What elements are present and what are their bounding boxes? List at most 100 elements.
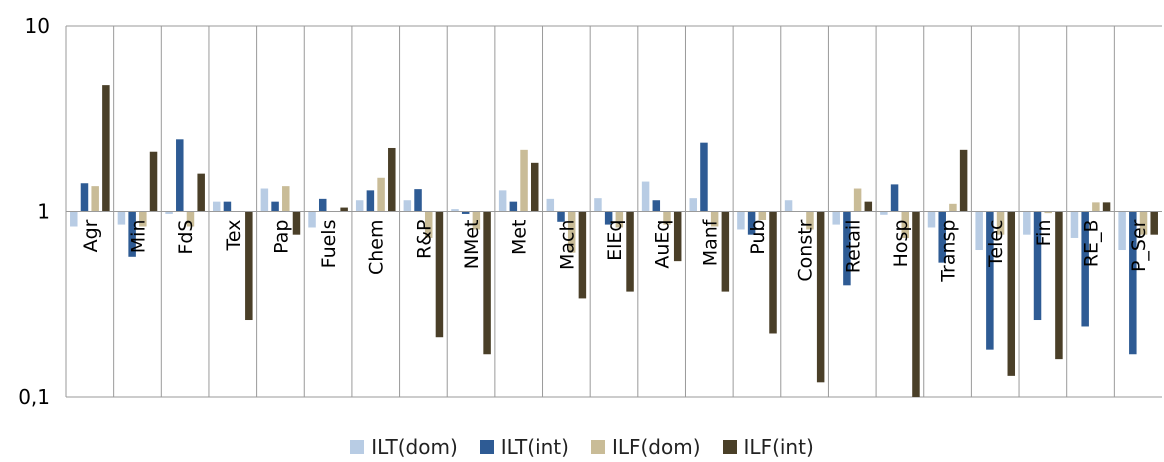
category-label: Fin [1033,220,1055,247]
bar-iltdom-pap [260,188,269,212]
bar-ilfint-eleq [626,211,634,292]
bar-iltint-telec [986,211,994,350]
bar-ilfint-fin [1055,211,1063,360]
legend-swatch [722,440,737,454]
bar-iltdom-hosp [880,211,888,215]
bar-iltint-pap [271,201,279,212]
bar-iltint-met [509,201,518,212]
bar-ilfdom-rp [424,211,433,238]
bar-iltint-pser [1129,211,1137,355]
bar-iltint-hosp [890,184,899,212]
bar-ilfint-hosp [912,211,920,397]
bar-ilfint-met [531,162,539,212]
bar-iltdom-retail [832,211,840,225]
legend-swatch [479,440,494,454]
bar-iltint-eleq [604,211,613,225]
bar-iltdom-mach [546,198,555,212]
legend-swatch [350,440,365,454]
bar-iltdom-aueq [641,181,650,212]
bar-iltdom-fin [1023,211,1031,235]
bar-ilfdom-hosp [901,211,910,238]
bar-iltint-chem [366,190,375,212]
category-label: Pap [270,220,292,254]
bar-iltint-fds [176,139,184,212]
bar-iltint-mach [557,211,565,222]
bar-iltint-fin [1033,211,1042,321]
bar-ilfdom-nmet [472,211,481,230]
legend-item: ILF(dom) [590,435,701,459]
bar-ilfdom-min [139,211,147,227]
bar-ilfdom-reb [1092,202,1100,212]
legend-label: ILF(dom) [611,435,701,459]
bar-iltdom-agr [70,211,78,227]
bar-ilfint-pser [1150,211,1158,235]
bar-ilfint-telec [1007,211,1016,376]
bar-ilfdom-fin [1044,211,1052,214]
bar-ilfdom-retail [853,188,862,212]
category-label: RE_B [1081,220,1103,268]
bar-iltint-agr [80,183,89,212]
category-label: Hosp [890,220,912,268]
bar-ilfint-nmet [483,211,491,355]
legend-swatch [590,440,605,454]
bar-iltint-rp [414,189,422,212]
x-axis-categories: Agr Min FdS Tex Pap Fuels Chem R&P NMet Met Mach El… [80,218,1150,283]
category-label: Chem [366,220,388,276]
bar-iltdom-pser [1118,211,1126,251]
bar-iltint-fuels [318,198,327,212]
bar-iltdom-constr [784,200,793,212]
bar-iltdom-min [117,211,126,225]
bar-ilfint-chem [388,147,396,212]
legend-item: ILT(dom) [350,435,458,459]
bar-ilfint-pub [769,211,777,334]
bar-iltdom-fuels [308,211,316,228]
bar-iltdom-telec [975,211,983,251]
legend-label: ILT(dom) [371,435,458,459]
bar-ilfdom-constr [806,211,814,230]
legend-item: ILF(int) [722,435,814,459]
bar-iltint-manf [700,142,708,212]
y-axis-ticks: 10 1 0,1 [18,14,50,409]
legend-label: ILF(int) [743,435,814,459]
bar-iltdom-tex [212,201,221,212]
bar-iltdom-chem [355,200,364,212]
category-label: Constr [795,219,817,281]
category-label: Fuels [318,220,340,269]
bar-ilfdom-mach [567,211,576,253]
legend-label: ILT(int) [500,435,569,459]
bar-ilfdom-telec [996,211,1005,235]
bar-ilfint-pap [292,211,301,235]
bar-chart: 10 1 0,1 Agr Min FdS Tex Pap Fuels Chem R&P NMet Me… [18,14,1162,409]
bar-iltint-tex [223,201,232,212]
bar-iltint-transp [938,211,946,263]
bar-iltdom-pub [737,211,745,230]
bar-iltint-min [128,211,136,257]
category-label: ElEq [604,220,626,261]
y-tick-label: 10 [25,14,50,38]
category-label: P_Ser [1128,219,1150,272]
category-label: Tex [223,219,245,251]
bar-iltdom-manf [689,198,697,212]
bar-ilfint-agr [102,85,110,212]
category-label: NMet [461,219,483,269]
bar-ilfdom-eleq [615,211,624,228]
bar-ilfdom-met [520,149,528,212]
bar-ilfint-fuels [340,207,348,212]
bar-iltdom-reb [1070,211,1079,238]
bar-ilfint-min [149,151,158,212]
bar-ilfint-manf [721,211,730,292]
bar-ilfdom-chem [377,177,385,212]
bar-ilfint-fds [197,173,205,212]
bar-ilfint-rp [435,211,444,338]
bar-ilfdom-agr [91,186,99,212]
category-label: Pub [747,220,769,255]
bar-iltint-reb [1081,211,1089,327]
y-tick-label: 0,1 [18,385,50,409]
legend-item: ILT(int) [479,435,569,459]
bar-iltdom-nmet [451,209,459,212]
bar-ilfdom-pap [282,186,290,212]
bar-ilfdom-manf [710,211,719,227]
category-label: Mach [556,220,578,271]
category-label: Agr [80,219,102,252]
bars [70,85,1158,397]
